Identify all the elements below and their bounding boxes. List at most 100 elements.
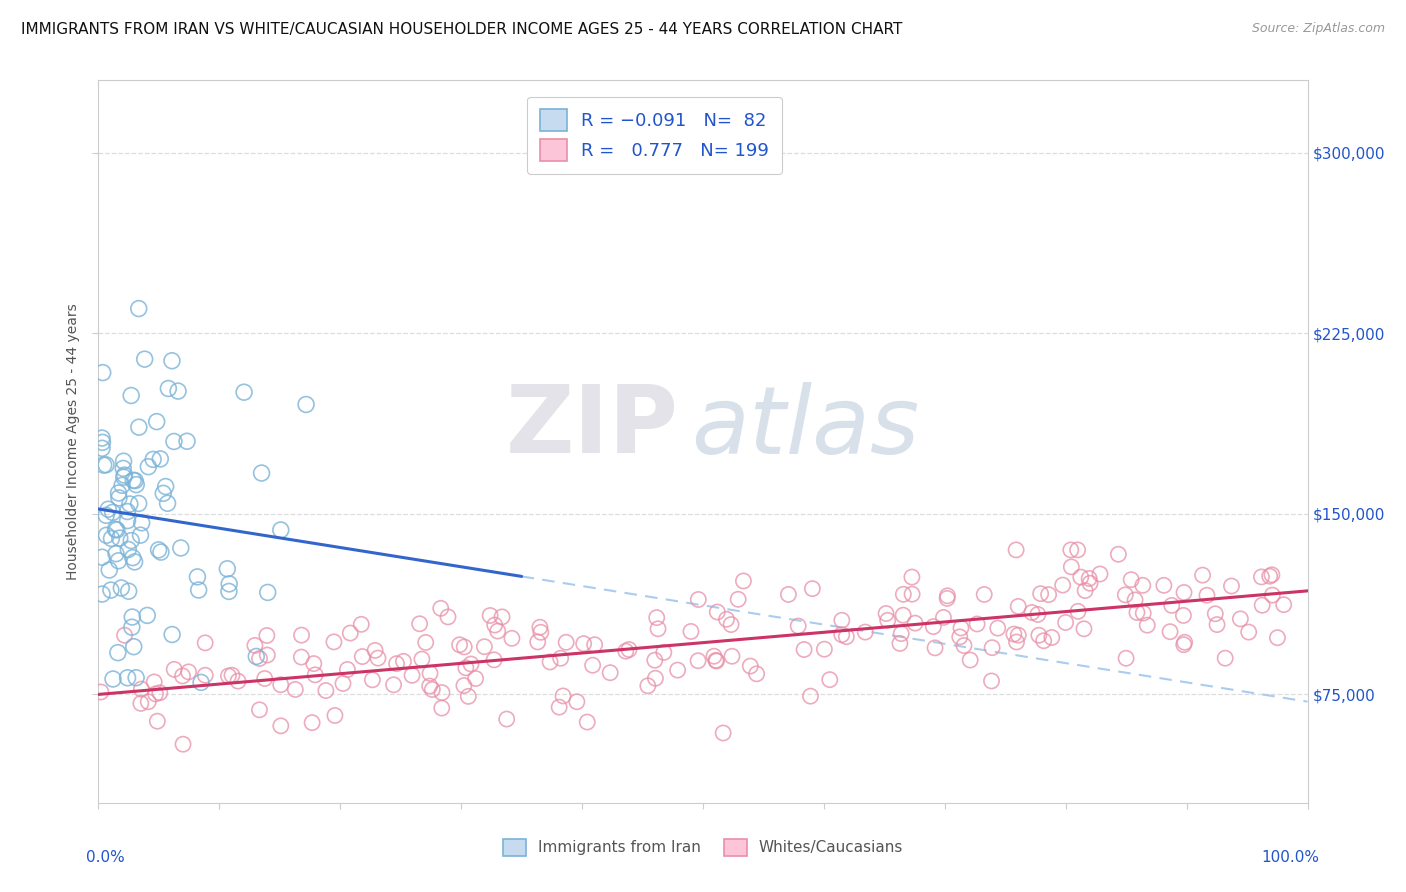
Point [323,708,346,723]
Point [143,675,166,690]
Point [647,622,669,636]
Point [94,458,117,472]
Point [1195,588,1218,602]
Point [100,532,122,546]
Point [290,628,312,642]
Point [973,587,995,601]
Text: Source: ZipAtlas.com: Source: ZipAtlas.com [1251,22,1385,36]
Point [949,630,972,644]
Point [666,663,689,677]
Point [1173,608,1195,623]
Point [959,653,981,667]
Point [1213,651,1236,665]
Point [831,628,853,642]
Point [551,689,574,703]
Point [118,584,141,599]
Point [922,619,945,633]
Point [290,650,312,665]
Point [565,695,588,709]
Point [583,638,606,652]
Point [529,620,551,634]
Point [256,628,278,642]
Point [555,635,578,649]
Point [128,420,150,434]
Point [146,714,169,729]
Point [889,636,911,650]
Point [799,689,821,703]
Point [936,591,959,606]
Point [419,666,441,681]
Point [120,388,142,402]
Point [91,431,114,445]
Point [1160,599,1182,613]
Point [460,657,482,671]
Point [124,474,146,488]
Point [245,649,267,664]
Point [1136,618,1159,632]
Point [1132,606,1154,620]
Point [145,415,167,429]
Point [581,658,603,673]
Point [415,635,437,649]
Point [1123,593,1146,607]
Point [160,627,183,641]
Point [121,610,143,624]
Point [787,619,810,633]
Point [90,685,112,699]
Point [112,470,135,484]
Point [716,612,738,626]
Point [1029,587,1052,601]
Point [813,642,835,657]
Point [125,671,148,685]
Point [105,547,128,561]
Point [482,653,505,667]
Point [136,695,159,709]
Point [315,683,337,698]
Point [131,682,153,697]
Point [121,620,143,634]
Y-axis label: Householder Income Ages 25 - 44 years: Householder Income Ages 25 - 44 years [66,303,80,580]
Point [111,478,134,492]
Point [110,581,132,595]
Point [704,653,727,667]
Point [134,352,156,367]
Point [1173,585,1195,599]
Point [122,474,145,488]
Point [149,686,172,700]
Point [91,366,114,380]
Point [1173,638,1195,652]
Point [160,353,183,368]
Point [464,672,486,686]
Point [114,628,136,642]
Point [122,640,145,654]
Point [1153,578,1175,592]
Point [152,486,174,500]
Point [339,626,361,640]
Point [128,496,150,510]
Point [167,384,190,398]
Point [107,646,129,660]
Point [256,585,278,599]
Point [1204,607,1226,621]
Point [987,621,1010,635]
Point [108,531,131,545]
Point [453,640,475,654]
Point [91,442,114,456]
Point [686,654,709,668]
Point [186,570,208,584]
Point [1258,569,1281,583]
Point [576,714,599,729]
Point [1229,612,1251,626]
Point [96,508,118,523]
Point [437,610,460,624]
Point [966,617,988,632]
Point [1114,588,1136,602]
Point [249,703,271,717]
Point [217,562,239,576]
Point [91,587,114,601]
Point [149,451,172,466]
Text: atlas: atlas [690,382,920,473]
Point [429,601,451,615]
Point [420,682,443,697]
Point [1251,599,1274,613]
